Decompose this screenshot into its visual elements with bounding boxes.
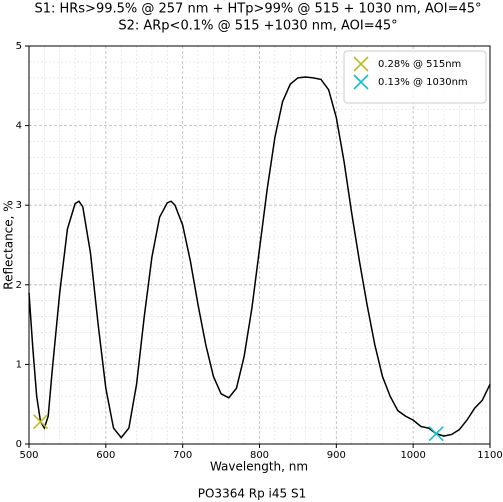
y-tick-label: 4 <box>16 121 22 132</box>
chart-title: S1: HRs>99.5% @ 257 nm + HTp>99% @ 515 +… <box>34 2 481 17</box>
y-tick-label: 3 <box>16 200 22 211</box>
x-tick-label: 600 <box>96 450 115 461</box>
y-axis-label: Reflectance, % <box>2 200 16 289</box>
x-tick-label: 1000 <box>400 450 425 461</box>
y-tick-label: 1 <box>16 359 22 370</box>
data-line <box>28 76 491 439</box>
y-tick-label: 5 <box>16 41 22 52</box>
x-tick-label: 800 <box>250 450 269 461</box>
y-tick-label: 2 <box>16 280 22 291</box>
legend-marker <box>353 56 369 72</box>
legend-box <box>343 50 487 104</box>
x-tick-label: 1100 <box>477 450 502 461</box>
chart-subtitle: S2: ARp<0.1% @ 515 +1030 nm, AOI=45° <box>118 19 397 34</box>
legend-label: 0.28% @ 515nm <box>378 59 461 70</box>
caption: PO3364 Rp i45 S1 <box>198 487 306 501</box>
y-tick-label: 0 <box>16 439 22 450</box>
legend-label: 0.13% @ 1030nm <box>378 77 468 88</box>
x-tick-label: 700 <box>173 450 192 461</box>
x-axis-label: Wavelength, nm <box>210 460 308 474</box>
legend-marker <box>353 74 369 90</box>
x-tick-label: 500 <box>19 450 38 461</box>
marker <box>32 414 49 430</box>
x-tick-label: 900 <box>327 450 346 461</box>
marker <box>428 426 444 442</box>
plot-frame <box>28 45 491 445</box>
